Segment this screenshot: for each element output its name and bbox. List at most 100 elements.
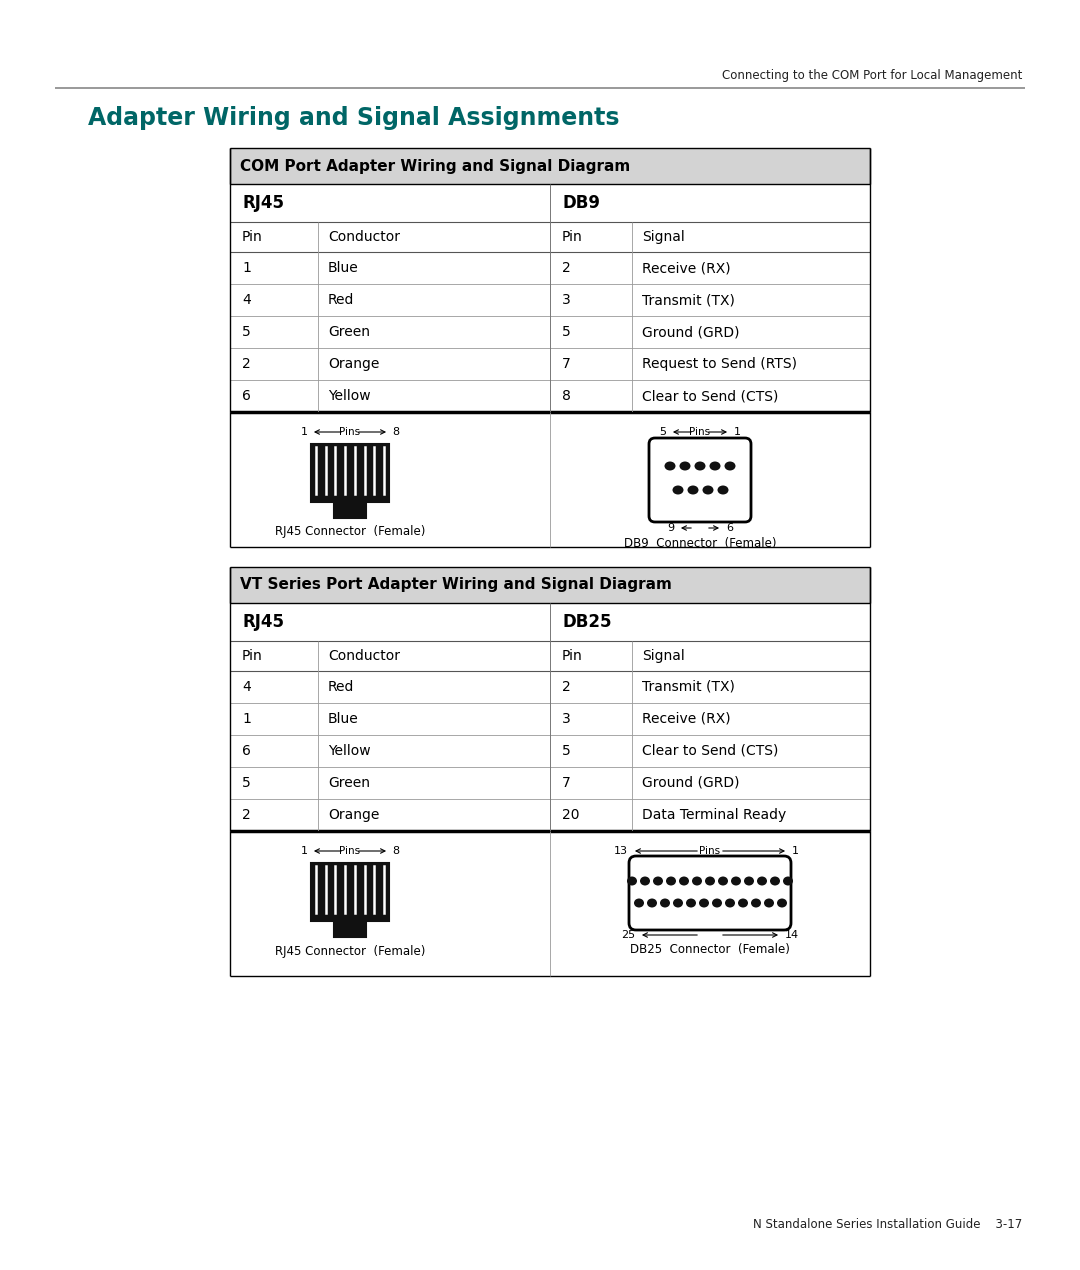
Text: 5: 5 — [659, 427, 666, 437]
Text: 5: 5 — [242, 325, 251, 339]
Text: 2: 2 — [562, 679, 570, 693]
Text: 9: 9 — [666, 523, 674, 533]
Ellipse shape — [731, 876, 741, 885]
Text: 1: 1 — [242, 262, 251, 276]
Text: 5: 5 — [562, 325, 570, 339]
Text: Connecting to the COM Port for Local Management: Connecting to the COM Port for Local Man… — [721, 70, 1022, 83]
Bar — [230, 149, 870, 184]
Text: 8: 8 — [392, 427, 400, 437]
Text: Transmit (TX): Transmit (TX) — [642, 679, 734, 693]
Text: Pin: Pin — [242, 230, 262, 244]
Text: N Standalone Series Installation Guide    3-17: N Standalone Series Installation Guide 3… — [753, 1218, 1022, 1232]
Text: Receive (RX): Receive (RX) — [642, 262, 731, 276]
Text: DB25: DB25 — [562, 613, 611, 631]
Text: Yellow: Yellow — [328, 389, 370, 403]
Text: 4: 4 — [242, 679, 251, 693]
Text: 3: 3 — [562, 293, 570, 307]
Text: Ground (GRD): Ground (GRD) — [642, 776, 740, 790]
Text: Pins: Pins — [700, 846, 720, 856]
Bar — [230, 566, 870, 603]
Ellipse shape — [738, 898, 748, 908]
Text: 14: 14 — [785, 930, 799, 940]
Bar — [311, 444, 389, 502]
Ellipse shape — [653, 876, 663, 885]
Text: 13: 13 — [615, 846, 627, 856]
Text: Orange: Orange — [328, 357, 379, 371]
Text: Clear to Send (CTS): Clear to Send (CTS) — [642, 744, 779, 758]
Text: 1: 1 — [242, 712, 251, 726]
Ellipse shape — [757, 876, 767, 885]
Ellipse shape — [692, 876, 702, 885]
Text: Red: Red — [328, 679, 354, 693]
Text: 8: 8 — [562, 389, 571, 403]
Text: VT Series Port Adapter Wiring and Signal Diagram: VT Series Port Adapter Wiring and Signal… — [240, 578, 672, 593]
Text: 8: 8 — [392, 846, 400, 856]
Text: 2: 2 — [242, 808, 251, 822]
Bar — [334, 921, 366, 937]
Ellipse shape — [777, 898, 787, 908]
Text: 7: 7 — [562, 776, 570, 790]
Ellipse shape — [764, 898, 774, 908]
Text: Pins: Pins — [689, 427, 711, 437]
Text: Pin: Pin — [562, 649, 583, 663]
Text: Pins: Pins — [339, 427, 361, 437]
Text: 5: 5 — [562, 744, 570, 758]
Text: 1: 1 — [734, 427, 741, 437]
Text: Adapter Wiring and Signal Assignments: Adapter Wiring and Signal Assignments — [87, 105, 620, 130]
Text: Clear to Send (CTS): Clear to Send (CTS) — [642, 389, 779, 403]
Ellipse shape — [702, 485, 714, 494]
Text: DB9  Connector  (Female): DB9 Connector (Female) — [624, 537, 777, 550]
Ellipse shape — [699, 898, 708, 908]
Ellipse shape — [627, 876, 637, 885]
Text: Green: Green — [328, 776, 370, 790]
Text: 20: 20 — [562, 808, 580, 822]
Ellipse shape — [770, 876, 780, 885]
Text: 2: 2 — [242, 357, 251, 371]
Text: Conductor: Conductor — [328, 230, 400, 244]
Ellipse shape — [686, 898, 696, 908]
Text: 4: 4 — [242, 293, 251, 307]
Text: Signal: Signal — [642, 649, 685, 663]
Ellipse shape — [679, 876, 689, 885]
Text: Blue: Blue — [328, 262, 359, 276]
Ellipse shape — [744, 876, 754, 885]
Text: 7: 7 — [562, 357, 570, 371]
Ellipse shape — [710, 461, 720, 470]
Text: 5: 5 — [242, 776, 251, 790]
Ellipse shape — [666, 876, 676, 885]
Text: RJ45 Connector  (Female): RJ45 Connector (Female) — [274, 945, 426, 958]
Text: Signal: Signal — [642, 230, 685, 244]
Ellipse shape — [718, 876, 728, 885]
Bar — [334, 502, 366, 518]
Text: DB25  Connector  (Female): DB25 Connector (Female) — [630, 942, 789, 955]
Text: 1: 1 — [792, 846, 799, 856]
Ellipse shape — [664, 461, 675, 470]
Ellipse shape — [673, 898, 683, 908]
Text: Transmit (TX): Transmit (TX) — [642, 293, 734, 307]
Text: Receive (RX): Receive (RX) — [642, 712, 731, 726]
Ellipse shape — [660, 898, 670, 908]
Ellipse shape — [725, 461, 735, 470]
Text: Conductor: Conductor — [328, 649, 400, 663]
Ellipse shape — [647, 898, 657, 908]
Text: Blue: Blue — [328, 712, 359, 726]
Ellipse shape — [640, 876, 650, 885]
Text: Ground (GRD): Ground (GRD) — [642, 325, 740, 339]
Text: RJ45: RJ45 — [242, 613, 284, 631]
Text: 6: 6 — [242, 389, 251, 403]
FancyBboxPatch shape — [629, 856, 791, 930]
Text: Red: Red — [328, 293, 354, 307]
Text: Yellow: Yellow — [328, 744, 370, 758]
Ellipse shape — [712, 898, 723, 908]
Text: Pin: Pin — [242, 649, 262, 663]
Bar — [311, 864, 389, 921]
Text: Pins: Pins — [339, 846, 361, 856]
Text: COM Port Adapter Wiring and Signal Diagram: COM Port Adapter Wiring and Signal Diagr… — [240, 159, 631, 174]
Text: DB9: DB9 — [562, 194, 600, 212]
Text: 3: 3 — [562, 712, 570, 726]
Ellipse shape — [725, 898, 735, 908]
Text: 6: 6 — [242, 744, 251, 758]
Text: 1: 1 — [301, 427, 308, 437]
Text: RJ45 Connector  (Female): RJ45 Connector (Female) — [274, 526, 426, 538]
Ellipse shape — [705, 876, 715, 885]
